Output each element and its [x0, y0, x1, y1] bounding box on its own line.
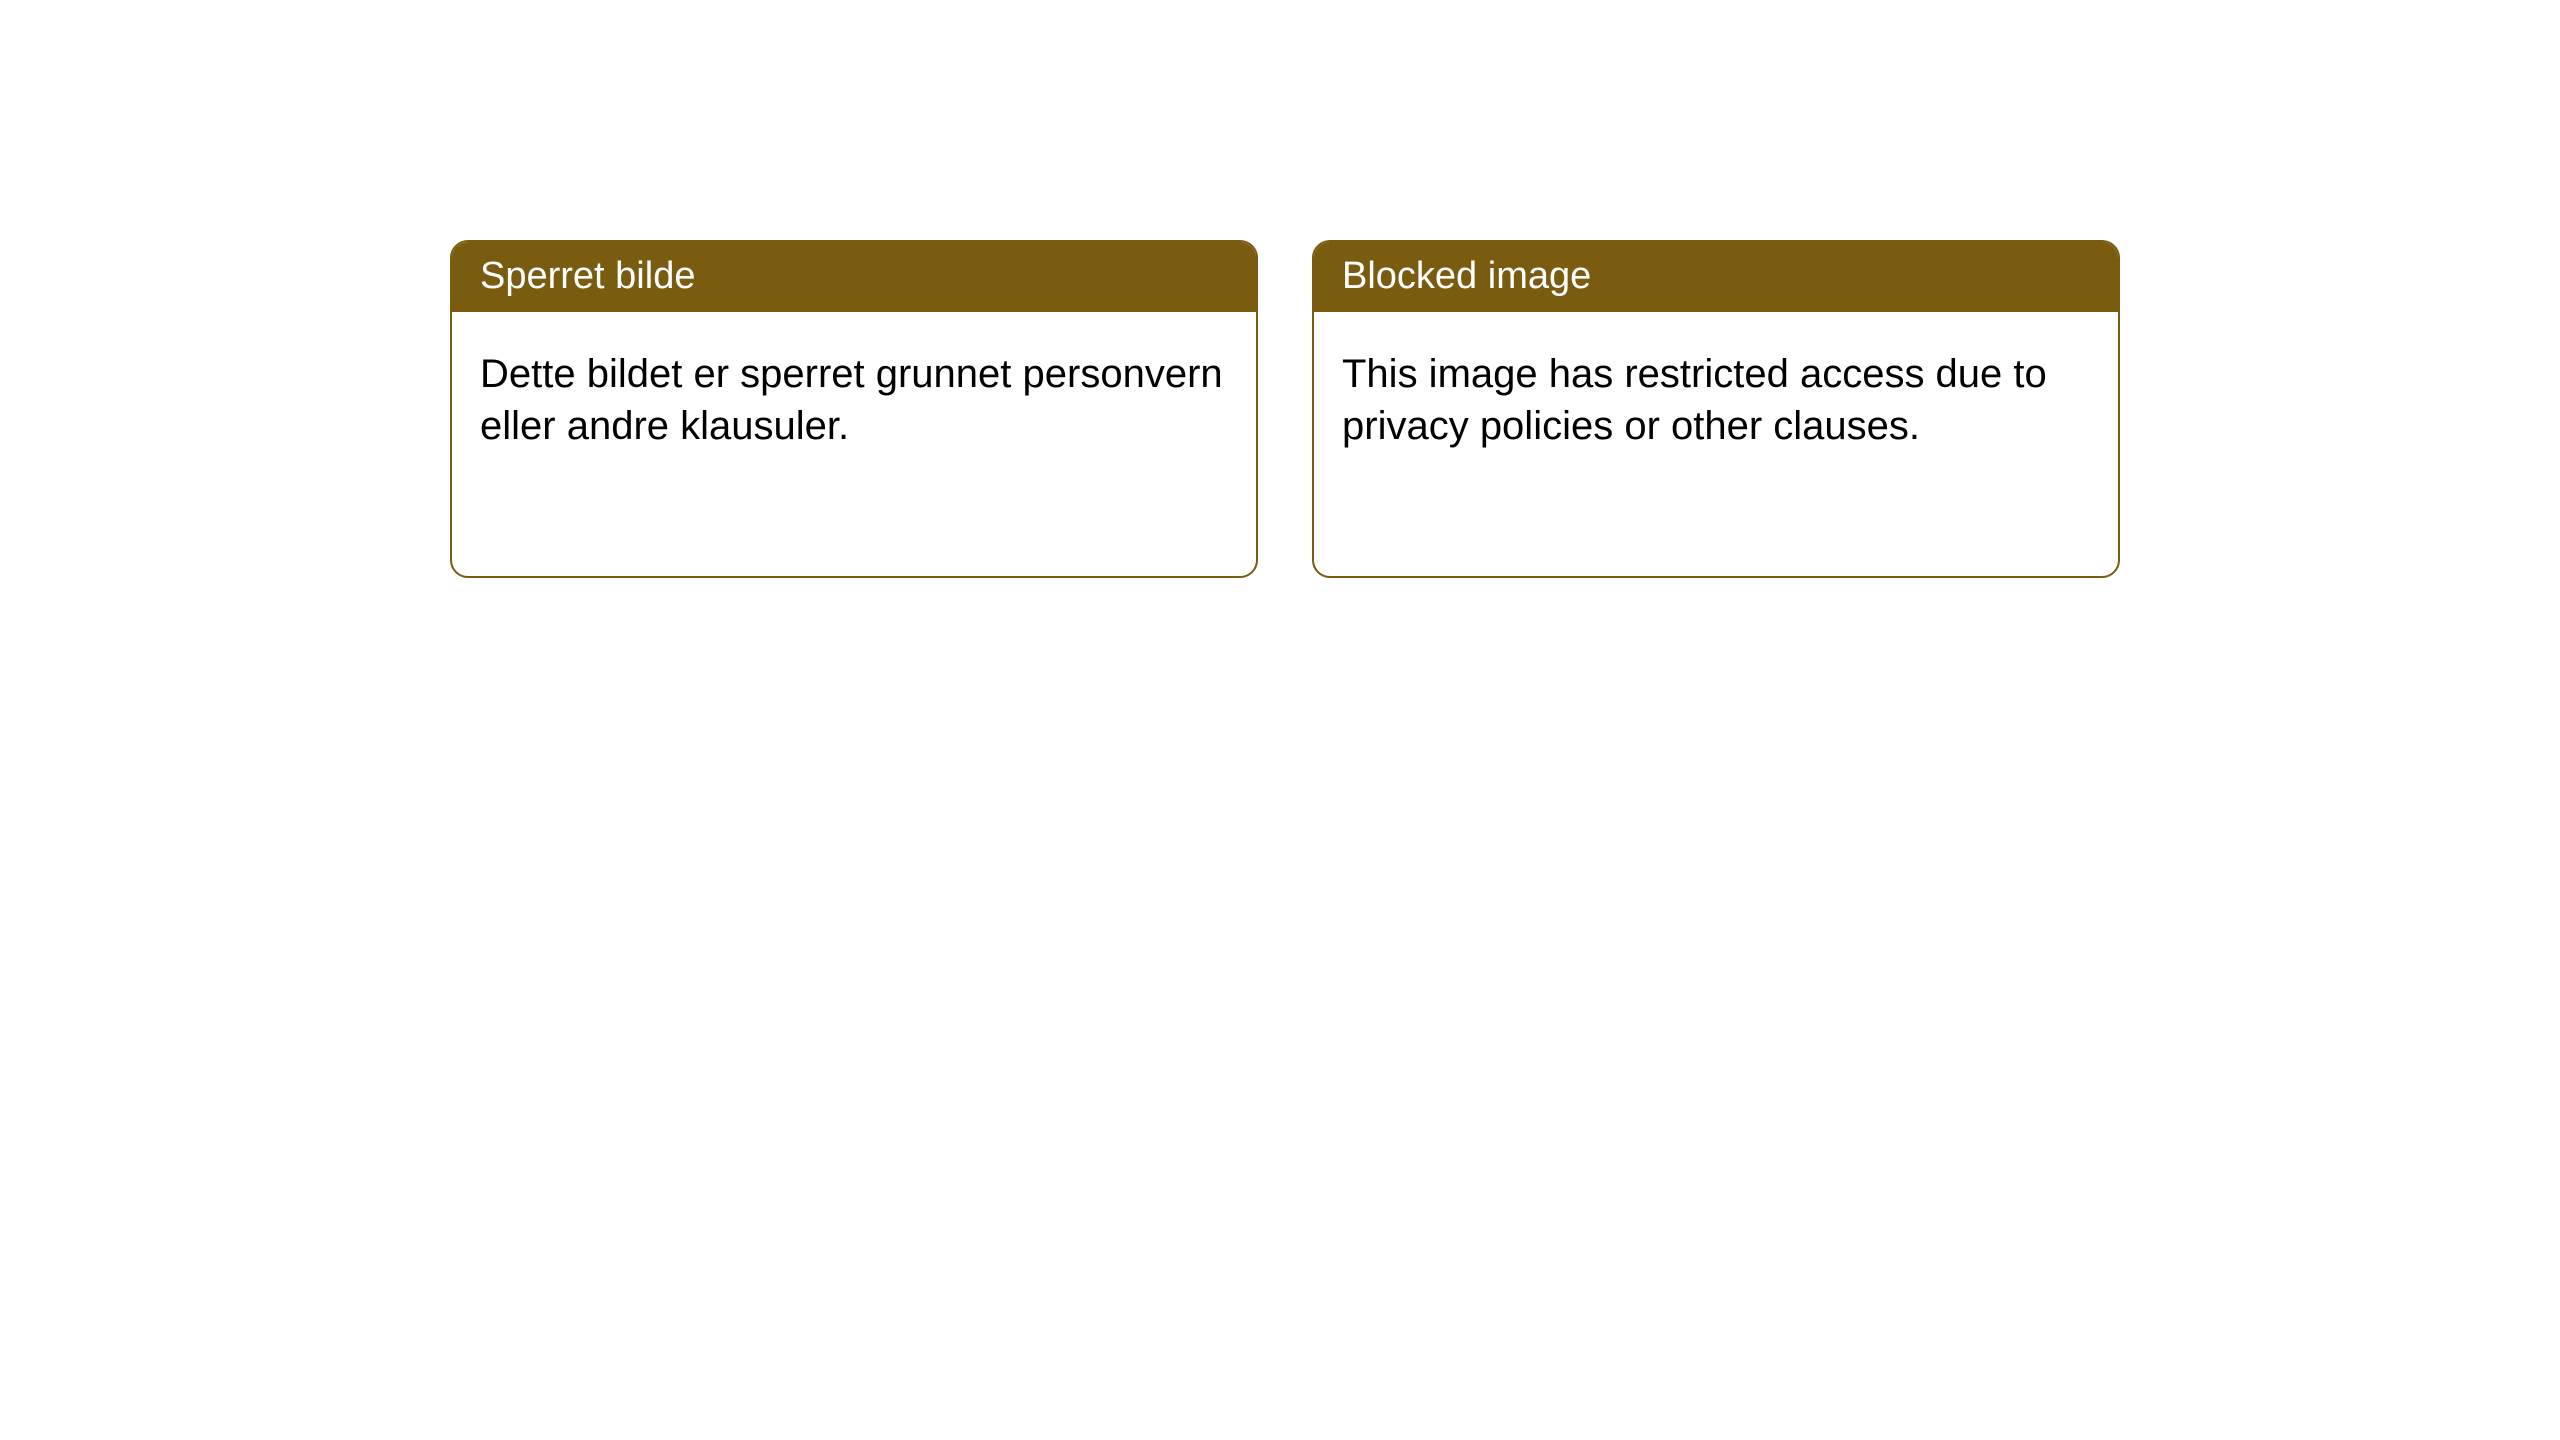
notice-title: Sperret bilde: [452, 242, 1256, 312]
notice-container: Sperret bilde Dette bildet er sperret gr…: [0, 0, 2560, 578]
notice-card-english: Blocked image This image has restricted …: [1312, 240, 2120, 578]
notice-title: Blocked image: [1314, 242, 2118, 312]
notice-body: Dette bildet er sperret grunnet personve…: [452, 312, 1256, 576]
notice-card-norwegian: Sperret bilde Dette bildet er sperret gr…: [450, 240, 1258, 578]
notice-body: This image has restricted access due to …: [1314, 312, 2118, 576]
